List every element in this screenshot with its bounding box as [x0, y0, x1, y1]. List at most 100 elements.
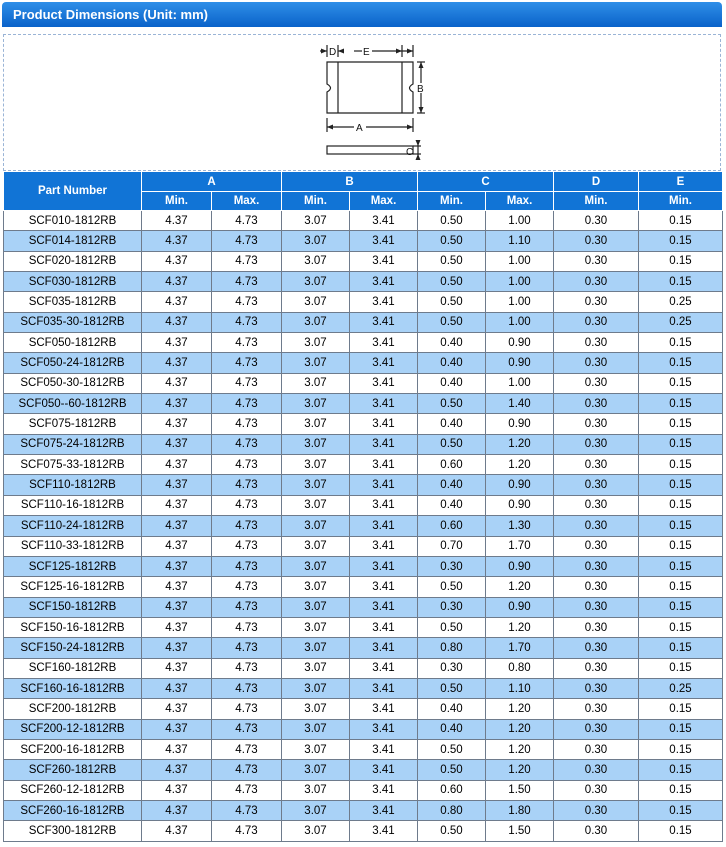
dimension-cell: 4.73	[211, 698, 282, 720]
dimension-cell: 0.30	[553, 576, 639, 598]
dimension-cell: 3.41	[349, 799, 418, 822]
dimension-cell: 3.41	[349, 433, 418, 456]
sub-header: Max.	[211, 191, 282, 211]
dimension-cell: 4.73	[211, 596, 282, 618]
dimension-cell: 4.37	[141, 596, 212, 618]
dimension-cell: 0.30	[553, 657, 639, 679]
dimension-cell: 0.30	[553, 779, 639, 801]
dimension-cell: 4.37	[141, 393, 212, 415]
dimension-cell: 3.41	[349, 657, 418, 679]
dimension-cell: 3.41	[349, 738, 418, 761]
dimension-cell: 3.07	[281, 311, 350, 334]
dimension-cell: 3.41	[349, 698, 418, 720]
dimension-cell: 0.30	[553, 352, 639, 374]
dimension-cell: 4.37	[141, 779, 212, 801]
dimension-cell: 4.37	[141, 230, 212, 252]
dimension-cell: 0.30	[417, 555, 486, 578]
dimension-cell: 0.30	[553, 494, 639, 517]
dimension-cell: 0.30	[553, 413, 639, 435]
dimension-cell: 3.41	[349, 250, 418, 273]
dimension-cell: 4.73	[211, 677, 282, 700]
table-row: SCF110-33-1812RB 4.37 4.73 3.07 3.41 0.70 1.70…	[3, 535, 723, 557]
table-row: SCF200-1812RB 4.37 4.73 3.07 3.41 0.40 1.20 0.3…	[3, 698, 723, 720]
table-row: SCF300-1812RB 4.37 4.73 3.07 3.41 0.50 1.50 0.3…	[3, 820, 723, 842]
table-body: SCF010-1812RB 4.37 4.73 3.07 3.41 0.50 1.00 0.3…	[3, 209, 723, 842]
dimension-cell: 3.41	[349, 759, 418, 781]
dimension-cell: 3.41	[349, 718, 418, 740]
part-number-cell: SCF125-16-1812RB	[3, 576, 142, 598]
dimension-cell: 3.41	[349, 596, 418, 618]
dimension-cell: 0.50	[417, 209, 486, 232]
dimension-cell: 0.15	[638, 332, 723, 354]
dimension-cell: 0.30	[553, 372, 639, 395]
dimension-cell: 4.37	[141, 413, 212, 435]
label-b: B	[417, 84, 424, 95]
dimension-cell: 4.37	[141, 250, 212, 273]
part-number-cell: SCF020-1812RB	[3, 250, 142, 273]
table-row: SCF125-1812RB 4.37 4.73 3.07 3.41 0.30 0.90 0.3…	[3, 555, 723, 578]
dimension-cell: 1.00	[485, 291, 554, 313]
dimension-cell: 0.15	[638, 738, 723, 761]
dimension-cell: 0.15	[638, 657, 723, 679]
dimension-cell: 0.30	[553, 718, 639, 740]
dimension-cell: 1.50	[485, 779, 554, 801]
dimension-cell: 3.41	[349, 637, 418, 659]
table-row: SCF035-30-1812RB 4.37 4.73 3.07 3.41 0.50 1.00…	[3, 311, 723, 334]
dimension-cell: 3.07	[281, 271, 350, 293]
dimension-cell: 0.90	[485, 555, 554, 578]
dimension-cell: 0.60	[417, 515, 486, 537]
dimension-cell: 4.73	[211, 738, 282, 761]
dimension-cell: 0.30	[553, 474, 639, 496]
dimension-cell: 0.40	[417, 332, 486, 354]
dimension-cell: 3.41	[349, 332, 418, 354]
dimension-cell: 3.07	[281, 230, 350, 252]
dimension-cell: 0.90	[485, 413, 554, 435]
dimension-cell: 0.15	[638, 352, 723, 374]
part-number-cell: SCF200-16-1812RB	[3, 738, 142, 761]
sub-header: Min.	[141, 191, 212, 211]
dimension-cell: 0.25	[638, 291, 723, 313]
dimension-cell: 4.37	[141, 372, 212, 395]
part-number-cell: SCF050-30-1812RB	[3, 372, 142, 395]
part-number-cell: SCF260-16-1812RB	[3, 799, 142, 822]
dimension-cell: 0.15	[638, 718, 723, 740]
dimension-cell: 0.15	[638, 515, 723, 537]
dimension-cell: 0.25	[638, 311, 723, 334]
dimension-cell: 3.07	[281, 576, 350, 598]
table-row: SCF010-1812RB 4.37 4.73 3.07 3.41 0.50 1.00 0.3…	[3, 209, 723, 232]
part-number-cell: SCF050--60-1812RB	[3, 393, 142, 415]
part-number-cell: SCF125-1812RB	[3, 555, 142, 578]
dimension-cell: 4.73	[211, 230, 282, 252]
dimension-cell: 4.73	[211, 759, 282, 781]
dimension-cell: 1.70	[485, 637, 554, 659]
dimension-cell: 1.00	[485, 209, 554, 232]
dimension-cell: 0.30	[553, 291, 639, 313]
dimension-cell: 0.15	[638, 209, 723, 232]
part-number-cell: SCF160-1812RB	[3, 657, 142, 679]
part-number-cell: SCF110-24-1812RB	[3, 515, 142, 537]
dimension-cell: 3.41	[349, 209, 418, 232]
dimension-cell: 1.20	[485, 576, 554, 598]
label-a: A	[356, 123, 363, 134]
dimension-cell: 0.30	[553, 332, 639, 354]
dimension-cell: 0.30	[553, 759, 639, 781]
part-number-cell: SCF075-24-1812RB	[3, 433, 142, 456]
dimension-cell: 0.80	[417, 799, 486, 822]
table-row: SCF014-1812RB 4.37 4.73 3.07 3.41 0.50 1.10 0.3…	[3, 230, 723, 252]
dimension-cell: 4.73	[211, 209, 282, 232]
part-number-cell: SCF150-16-1812RB	[3, 616, 142, 639]
dimension-cell: 3.07	[281, 616, 350, 639]
dimension-cell: 0.30	[553, 454, 639, 476]
dimension-cell: 0.15	[638, 433, 723, 456]
part-number-cell: SCF200-12-1812RB	[3, 718, 142, 740]
dimension-cell: 4.73	[211, 332, 282, 354]
dimension-cell: 4.37	[141, 209, 212, 232]
part-number-cell: SCF050-24-1812RB	[3, 352, 142, 374]
part-number-cell: SCF014-1812RB	[3, 230, 142, 252]
dimensions-table: Part Number A B C D E Min. Max. Min. Max…	[3, 171, 723, 842]
dimension-cell: 0.50	[417, 311, 486, 334]
dimension-cell: 4.37	[141, 677, 212, 700]
dimension-cell: 1.10	[485, 677, 554, 700]
dimension-cell: 4.73	[211, 576, 282, 598]
dimension-cell: 0.15	[638, 454, 723, 476]
